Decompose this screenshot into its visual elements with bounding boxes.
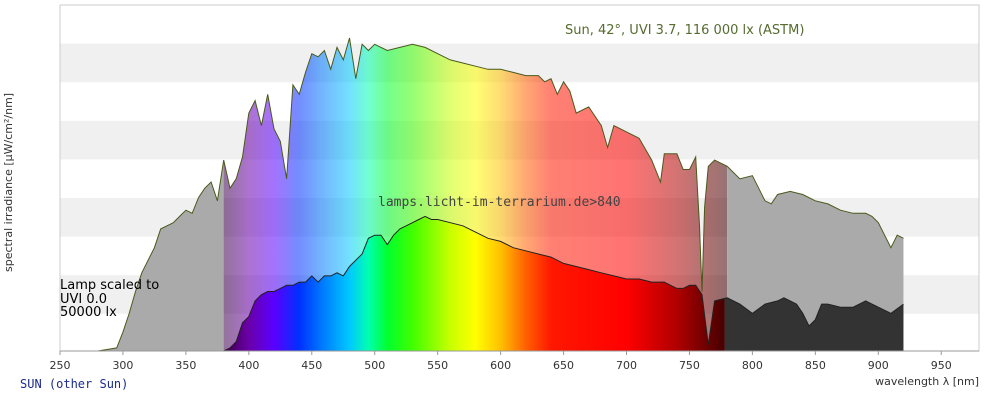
lamp-series-label: lamps.licht-im-terrarium.de>840 (378, 195, 621, 210)
lamp-scale-line2: UVI 0.0 (60, 292, 107, 307)
x-axis-label: wavelength λ [nm] (875, 375, 979, 388)
x-tick-label: 850 (805, 359, 826, 372)
x-tick-label: 500 (364, 359, 385, 372)
x-tick-label: 950 (931, 359, 952, 372)
y-axis-label: spectral irradiance [µW/cm²/nm] (2, 93, 15, 272)
x-tick-label: 650 (553, 359, 574, 372)
x-tick-label: 250 (50, 359, 71, 372)
lamp-scale-line3: 50000 lx (60, 305, 117, 320)
x-tick-label: 300 (112, 359, 133, 372)
x-axis-ticks: 250 300 350 400 450 500 550 600 650 700 750 800 850 9… (50, 351, 952, 372)
x-tick-label: 550 (427, 359, 448, 372)
sun-spectrum-line (97, 37, 904, 352)
x-tick-label: 900 (868, 359, 889, 372)
other-sun-link[interactable]: SUN (other Sun) (20, 377, 128, 391)
lamp-scale-line1: Lamp scaled to (60, 278, 159, 293)
x-tick-label: 600 (490, 359, 511, 372)
x-tick-label: 450 (301, 359, 322, 372)
x-tick-label: 350 (175, 359, 196, 372)
sun-series-title: Sun, 42°, UVI 3.7, 116 000 lx (ASTM) (565, 23, 804, 38)
x-tick-label: 400 (238, 359, 259, 372)
x-tick-label: 750 (679, 359, 700, 372)
x-tick-label: 700 (616, 359, 637, 372)
lamp-spectrum-line (198, 215, 904, 352)
x-tick-label: 800 (742, 359, 763, 372)
